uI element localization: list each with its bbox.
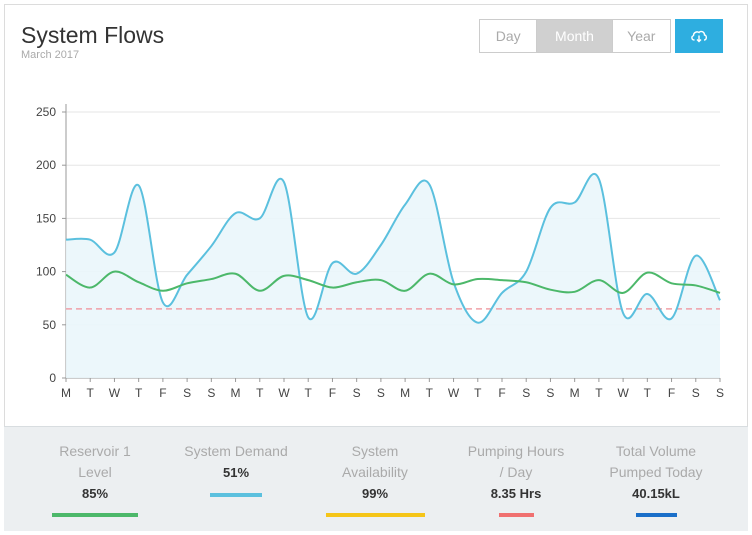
stat-color-bar: [635, 513, 677, 517]
x-tick-label: T: [256, 386, 264, 400]
x-tick-label: T: [595, 386, 603, 400]
y-tick-label: 50: [43, 318, 57, 332]
series-0-area: [66, 173, 720, 378]
stat-label: Pumping Hours: [467, 443, 565, 459]
period-day-button[interactable]: Day: [480, 20, 538, 52]
stat-label: Level: [78, 464, 112, 480]
stat-color-bar: [498, 513, 534, 517]
page-title: System Flows: [21, 22, 165, 48]
series-0-line: [65, 172, 721, 324]
y-tick-label: 250: [36, 105, 56, 119]
download-button[interactable]: [675, 19, 723, 53]
x-tick-label: S: [522, 386, 530, 400]
x-tick-label: F: [159, 386, 166, 400]
stat-value: 99%: [361, 486, 389, 501]
stat-label: Availability: [342, 464, 408, 480]
stat-label: / Day: [499, 464, 533, 480]
y-tick-label: 100: [36, 265, 56, 279]
stat-1: System Demand 51%: [166, 441, 306, 480]
x-tick-label: F: [668, 386, 675, 400]
x-tick-label: M: [61, 386, 71, 400]
x-tick-label: S: [353, 386, 361, 400]
stat-0: Reservoir 1 Level 85%: [25, 441, 165, 501]
x-tick-label: T: [87, 386, 95, 400]
x-tick-label: S: [377, 386, 385, 400]
stat-value: 40.15kL: [632, 486, 680, 501]
y-tick-label: 150: [36, 211, 56, 225]
stat-value: 51%: [222, 465, 250, 480]
x-tick-label: M: [231, 386, 241, 400]
x-tick-label: W: [617, 386, 629, 400]
period-year-button[interactable]: Year: [627, 28, 656, 44]
x-tick-label: S: [692, 386, 700, 400]
x-tick-label: T: [474, 386, 482, 400]
series-1-line: [65, 270, 721, 294]
stat-value: 85%: [81, 486, 109, 501]
x-tick-label: F: [329, 386, 336, 400]
stat-label: System Demand: [184, 443, 288, 459]
x-tick-label: F: [498, 386, 505, 400]
cloud-download-icon: [691, 30, 708, 43]
period-selector: Day Month Year: [479, 19, 671, 53]
stat-label: System: [351, 443, 399, 459]
x-tick-label: T: [305, 386, 313, 400]
stat-value: 8.35 Hrs: [490, 486, 542, 501]
x-tick-label: S: [183, 386, 191, 400]
x-tick-label: W: [448, 386, 460, 400]
page-subtitle: March 2017: [21, 49, 80, 61]
x-tick-label: W: [278, 386, 290, 400]
x-tick-label: S: [207, 386, 215, 400]
stat-color-bar: [210, 493, 262, 497]
stat-color-bar: [325, 513, 425, 517]
x-tick-label: S: [716, 386, 724, 400]
x-tick-label: M: [400, 386, 410, 400]
x-tick-label: W: [109, 386, 121, 400]
stat-label: Total Volume: [615, 443, 697, 459]
x-tick-label: M: [570, 386, 580, 400]
stats-footer: Reservoir 1 Level 85% System Demand 51% Syste…: [4, 426, 748, 531]
x-tick-label: T: [135, 386, 143, 400]
x-tick-label: S: [546, 386, 554, 400]
stat-label: Pumped Today: [609, 464, 703, 480]
stat-2: System Availability 99%: [305, 441, 445, 501]
stat-color-bar: [52, 513, 138, 517]
x-tick-label: T: [426, 386, 434, 400]
x-tick-label: T: [644, 386, 652, 400]
y-tick-label: 0: [49, 371, 56, 385]
stat-4: Total Volume Pumped Today 40.15kL: [586, 441, 726, 501]
stat-label: Reservoir 1: [59, 443, 131, 459]
y-tick-label: 200: [36, 158, 56, 172]
period-month-button[interactable]: Month: [537, 20, 613, 52]
stat-3: Pumping Hours / Day 8.35 Hrs: [446, 441, 586, 501]
